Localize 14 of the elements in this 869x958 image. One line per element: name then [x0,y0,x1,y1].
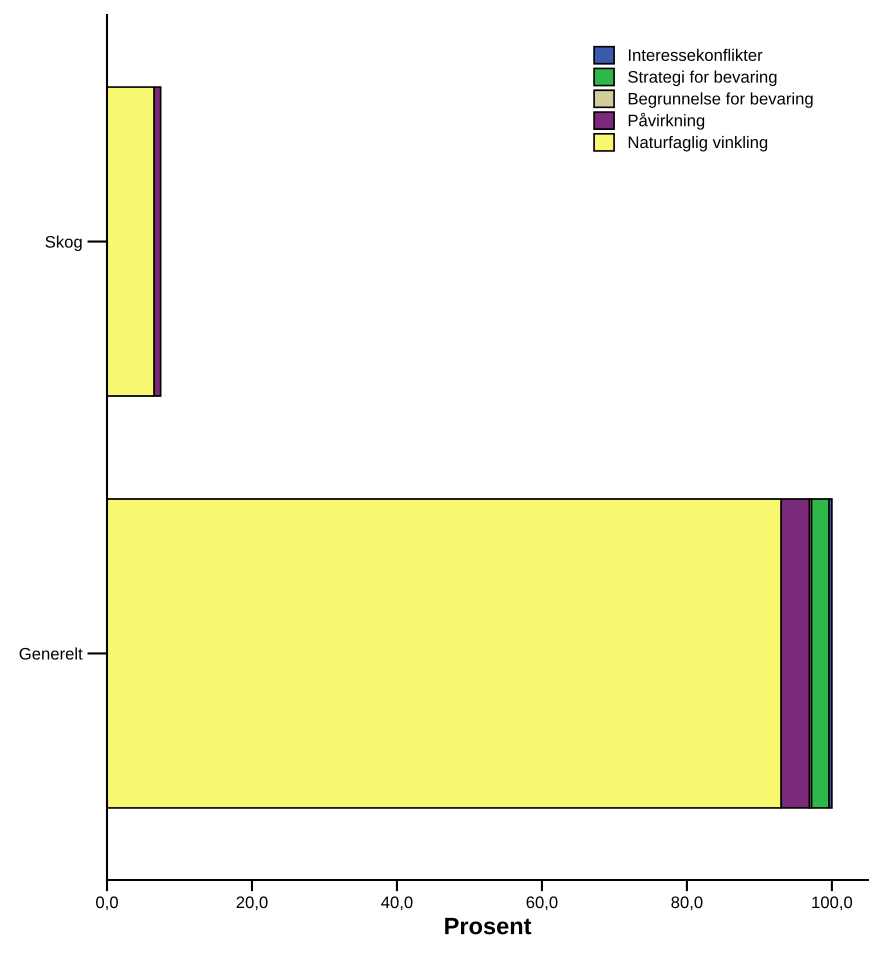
x-tick-label: 80,0 [671,896,702,910]
x-axis-title: Prosent [445,918,532,934]
legend-label: Naturfaglig vinkling [628,136,768,152]
x-tick-label: 0,0 [96,896,118,910]
legend-label: Interessekonflikter [628,48,762,61]
x-tick-label: 40,0 [381,896,413,910]
y-tick-label: Skog [45,236,82,252]
y-tick-label: Generelt [20,647,83,660]
x-tick-label: 20,0 [236,896,268,910]
legend-label: Strategi for bevaring [628,70,776,86]
legend-label: Påvirkning [628,112,704,130]
legend-label: Begrunnelse for bevaring [628,92,813,108]
x-tick-label: 60,0 [526,896,558,910]
x-tick-label: 100,0 [812,896,852,910]
